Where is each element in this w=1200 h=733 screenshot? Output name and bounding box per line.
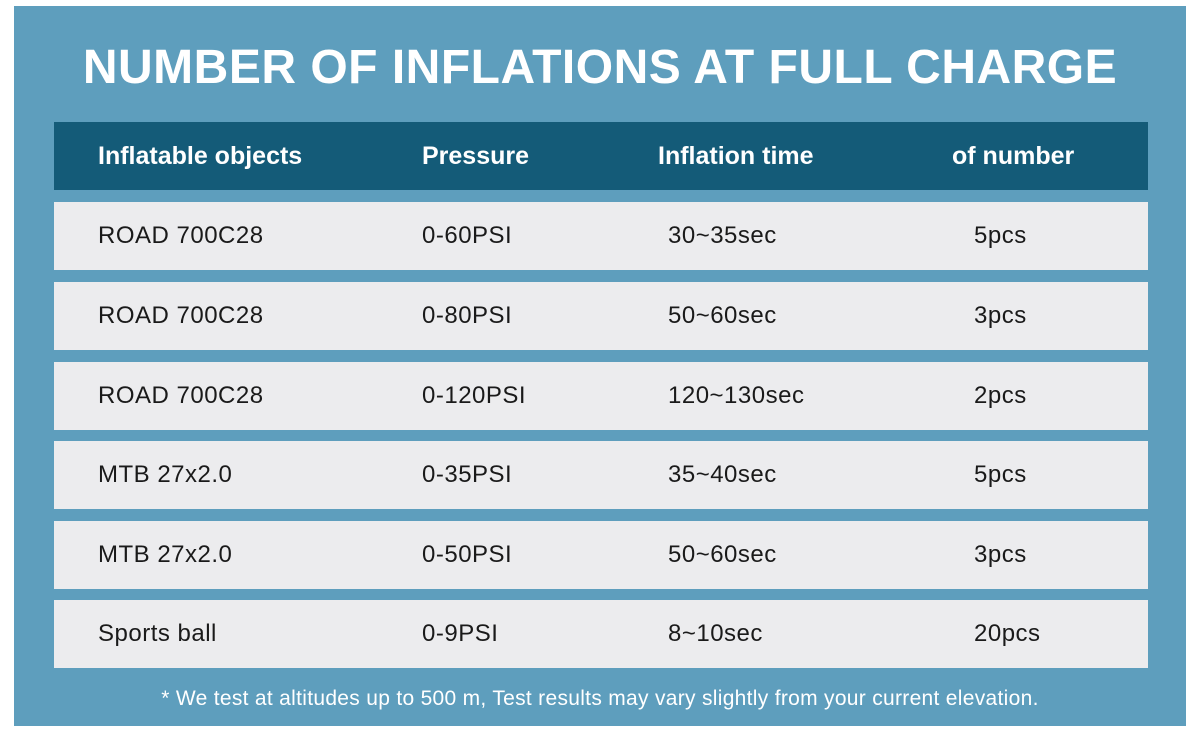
table-cell: 0-80PSI <box>422 302 513 329</box>
table-cell: 50~60sec <box>668 541 777 568</box>
table-cell: MTB 27x2.0 <box>98 541 233 568</box>
table-cell: 2pcs <box>974 382 1027 409</box>
column-header: Inflation time <box>658 142 814 170</box>
table-cell: ROAD 700C28 <box>98 382 264 409</box>
table-row: MTB 27x2.0 0-50PSI 50~60sec 3pcs <box>54 521 1148 589</box>
table-cell: 0-9PSI <box>422 620 499 647</box>
table-cell: Sports ball <box>98 620 217 647</box>
table-cell: 3pcs <box>974 541 1027 568</box>
table-cell: 0-60PSI <box>422 222 513 249</box>
table-cell: ROAD 700C28 <box>98 302 264 329</box>
table-row: MTB 27x2.0 0-35PSI 35~40sec 5pcs <box>54 441 1148 509</box>
column-header: Pressure <box>422 142 530 170</box>
table-cell: 120~130sec <box>668 382 805 409</box>
table-cell: 3pcs <box>974 302 1027 329</box>
table-header: Inflatable objects Pressure Inflation time… <box>54 122 1148 190</box>
table-cell: 30~35sec <box>668 222 777 249</box>
table-cell: 50~60sec <box>668 302 777 329</box>
table-cell: MTB 27x2.0 <box>98 461 233 488</box>
footnote: * We test at altitudes up to 500 m, Test… <box>161 687 1039 710</box>
table-cell: 0-120PSI <box>422 382 527 409</box>
column-header: of number <box>952 142 1075 170</box>
table-cell: ROAD 700C28 <box>98 222 264 249</box>
column-header: Inflatable objects <box>98 142 303 170</box>
table-cell: 8~10sec <box>668 620 763 647</box>
table-row: Sports ball 0-9PSI 8~10sec 20pcs <box>54 600 1148 668</box>
table-cell: 5pcs <box>974 461 1027 488</box>
table-cell: 35~40sec <box>668 461 777 488</box>
table-cell: 0-35PSI <box>422 461 513 488</box>
table-row: ROAD 700C28 0-80PSI 50~60sec 3pcs <box>54 282 1148 350</box>
title: NUMBER OF INFLATIONS AT FULL CHARGE <box>82 41 1118 94</box>
table-row: ROAD 700C28 0-60PSI 30~35sec 5pcs <box>54 202 1148 270</box>
table-cell: 5pcs <box>974 222 1027 249</box>
table-cell: 0-50PSI <box>422 541 513 568</box>
table-cell: 20pcs <box>974 620 1041 647</box>
table-row: ROAD 700C28 0-120PSI 120~130sec 2pcs <box>54 362 1148 430</box>
